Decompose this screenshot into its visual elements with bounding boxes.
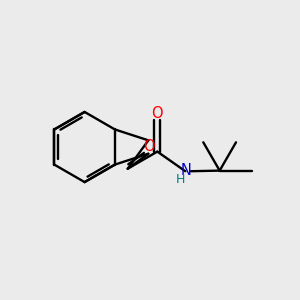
Text: H: H <box>175 173 185 186</box>
Text: N: N <box>181 163 191 178</box>
Text: O: O <box>143 140 155 154</box>
Text: O: O <box>152 106 163 121</box>
